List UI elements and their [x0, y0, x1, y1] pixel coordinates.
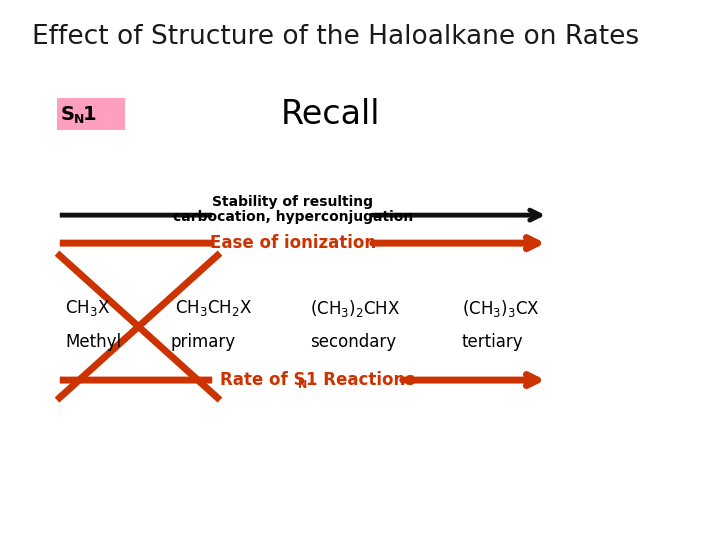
- Text: Methyl: Methyl: [65, 333, 121, 351]
- Text: Ease of ionization: Ease of ionization: [210, 234, 376, 252]
- Text: N: N: [74, 113, 84, 126]
- FancyBboxPatch shape: [57, 98, 125, 130]
- Text: (CH$_3$)$_2$CHX: (CH$_3$)$_2$CHX: [310, 298, 400, 319]
- Text: tertiary: tertiary: [462, 333, 523, 351]
- Text: Recall: Recall: [280, 98, 379, 131]
- Text: CH$_3$CH$_2$X: CH$_3$CH$_2$X: [175, 298, 252, 318]
- Text: CH$_3$X: CH$_3$X: [65, 298, 110, 318]
- Text: Effect of Structure of the Haloalkane on Rates: Effect of Structure of the Haloalkane on…: [32, 24, 639, 50]
- Text: N: N: [298, 380, 307, 390]
- Text: 1 Reactions: 1 Reactions: [306, 371, 415, 389]
- Text: Stability of resulting: Stability of resulting: [212, 195, 374, 209]
- Text: primary: primary: [170, 333, 235, 351]
- Text: S: S: [61, 105, 75, 124]
- Text: 1: 1: [83, 105, 96, 124]
- Text: carbocation, hyperconjugation: carbocation, hyperconjugation: [173, 210, 413, 224]
- Text: secondary: secondary: [310, 333, 396, 351]
- Text: Rate of S: Rate of S: [220, 371, 305, 389]
- Text: (CH$_3$)$_3$CX: (CH$_3$)$_3$CX: [462, 298, 540, 319]
